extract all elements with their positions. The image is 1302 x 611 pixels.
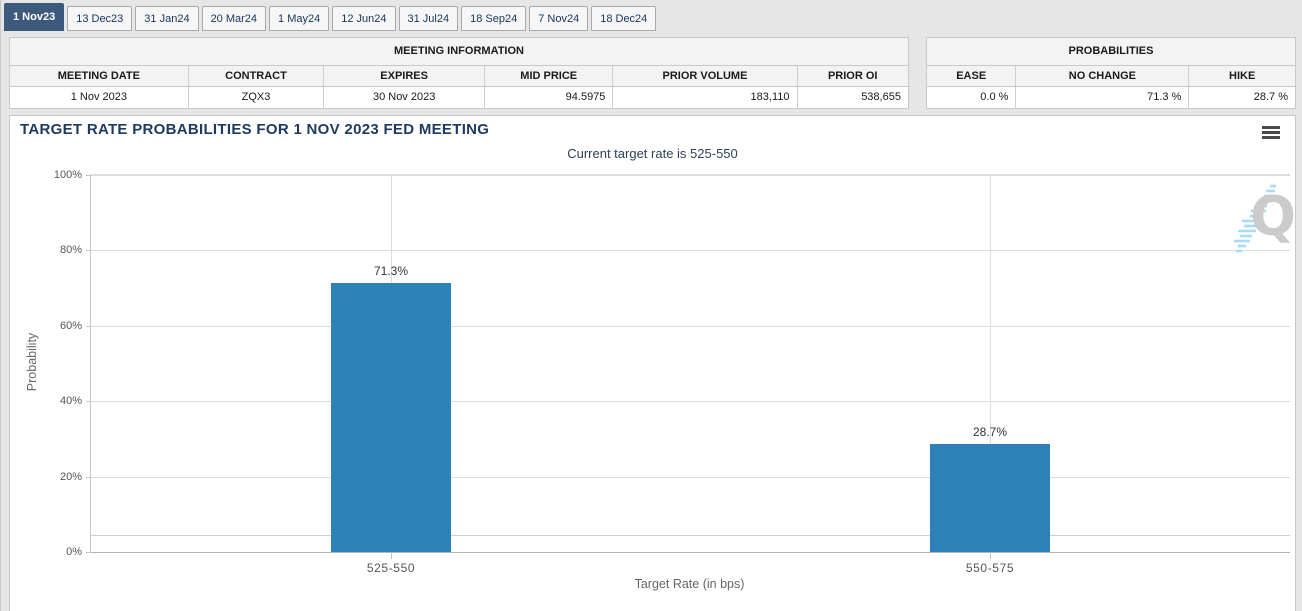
y-gridline — [91, 250, 1290, 252]
y-tick — [86, 325, 91, 327]
tab-20-mar24[interactable]: 20 Mar24 — [201, 6, 267, 31]
contract-value: ZQX3 — [189, 87, 325, 108]
y-tick-label: 20% — [59, 470, 82, 483]
y-tick — [86, 552, 91, 553]
expires-value: 30 Nov 2023 — [324, 87, 486, 108]
tab-13-dec23[interactable]: 13 Dec23 — [67, 6, 133, 31]
probabilities-header-row: EASE NO CHANGE HIKE — [927, 66, 1295, 87]
y-tick-label: 40% — [59, 395, 82, 408]
col-meeting-date: MEETING DATE — [10, 66, 189, 87]
bar-value-label: 71.3% — [373, 264, 409, 279]
x-axis-title: Target Rate (in bps) — [634, 577, 745, 591]
col-prior-oi: PRIOR OI — [797, 66, 908, 87]
probabilities-value-row: 0.0 % 71.3 % 28.7 % — [927, 87, 1295, 108]
tab-31-jan24[interactable]: 31 Jan24 — [135, 6, 199, 31]
meeting-information-header-row: MEETING DATE CONTRACT EXPIRES MID PRICE … — [10, 66, 908, 87]
plot-area: 0% 20% 40% 60% 80% 100% 71.3% 525-550 28.7% 550-5… — [54, 169, 1290, 575]
col-ease: EASE — [927, 66, 1017, 87]
watermark-slash-icon — [1234, 184, 1276, 253]
mid-price-value: 94.5975 — [485, 87, 614, 108]
tab-18-sep24[interactable]: 18 Sep24 — [461, 6, 527, 31]
prior-volume-value: 183,110 — [613, 87, 798, 108]
y-tick — [86, 401, 91, 403]
y-tick — [86, 175, 91, 176]
probabilities-panel: PROBABILITIES EASE NO CHANGE HIKE 0.0 % … — [926, 37, 1296, 109]
hamburger-icon[interactable] — [1262, 126, 1280, 139]
meeting-date-value: 1 Nov 2023 — [10, 87, 189, 108]
y-tick-label: 100% — [53, 169, 82, 181]
y-axis-title: Probability — [25, 332, 39, 392]
no-change-value: 71.3 % — [1016, 87, 1190, 108]
x-tick-label: 550-575 — [965, 561, 1015, 575]
y-gridline — [91, 401, 1290, 403]
meeting-information-panel: MEETING INFORMATION MEETING DATE CONTRAC… — [9, 37, 909, 109]
target-rate-chart-panel: TARGET RATE PROBABILITIES FOR 1 NOV 2023… — [9, 115, 1296, 611]
tab-31-jul24[interactable]: 31 Jul24 — [398, 6, 459, 31]
col-hike: HIKE — [1189, 66, 1295, 87]
ease-value: 0.0 % — [927, 87, 1017, 108]
col-prior-volume: PRIOR VOLUME — [613, 66, 798, 87]
tab-1-may24[interactable]: 1 May24 — [269, 6, 330, 31]
y-tick — [86, 476, 91, 478]
y-tick-label: 0% — [66, 546, 82, 558]
col-mid-price: MID PRICE — [485, 66, 614, 87]
bar-550-575[interactable] — [930, 443, 1050, 552]
x-tick-label: 525-550 — [366, 561, 416, 575]
quikstrike-watermark: Q — [1230, 182, 1296, 268]
hike-value: 28.7 % — [1253, 91, 1288, 103]
watermark-q-letter: Q — [1250, 185, 1296, 248]
meeting-date-tabbar: 1 Nov23 13 Dec23 31 Jan24 20 Mar24 1 May… — [4, 2, 657, 31]
y-tick — [86, 250, 91, 252]
y-gridline — [91, 476, 1290, 478]
tab-7-nov24[interactable]: 7 Nov24 — [529, 6, 589, 31]
col-no-change: NO CHANGE — [1016, 66, 1190, 87]
tab-12-jun24[interactable]: 12 Jun24 — [332, 6, 396, 31]
y-tick-label: 80% — [59, 244, 82, 257]
y-gridline — [91, 175, 1290, 176]
bar-value-label: 28.7% — [972, 424, 1008, 439]
probabilities-title: PROBABILITIES — [927, 38, 1295, 66]
chart-title: TARGET RATE PROBABILITIES FOR 1 NOV 2023… — [20, 121, 490, 138]
x-gridline — [990, 175, 991, 552]
baseline-upper-gridline — [91, 535, 1290, 536]
meeting-information-value-row: 1 Nov 2023 ZQX3 30 Nov 2023 94.5975 183,… — [10, 87, 908, 108]
y-tick-label: 60% — [59, 319, 82, 332]
tab-1-nov23[interactable]: 1 Nov23 — [4, 3, 65, 31]
chart-subtitle: Current target rate is 525-550 — [567, 146, 738, 161]
y-gridline — [91, 325, 1290, 327]
x-tick — [990, 553, 991, 559]
bar-525-550[interactable] — [331, 283, 451, 552]
tab-18-dec24[interactable]: 18 Dec24 — [591, 6, 657, 31]
meeting-information-title: MEETING INFORMATION — [10, 38, 908, 66]
x-tick — [391, 553, 392, 559]
col-expires: EXPIRES — [324, 66, 486, 87]
col-contract: CONTRACT — [188, 66, 325, 87]
prior-oi-value: 538,655 — [861, 91, 901, 103]
